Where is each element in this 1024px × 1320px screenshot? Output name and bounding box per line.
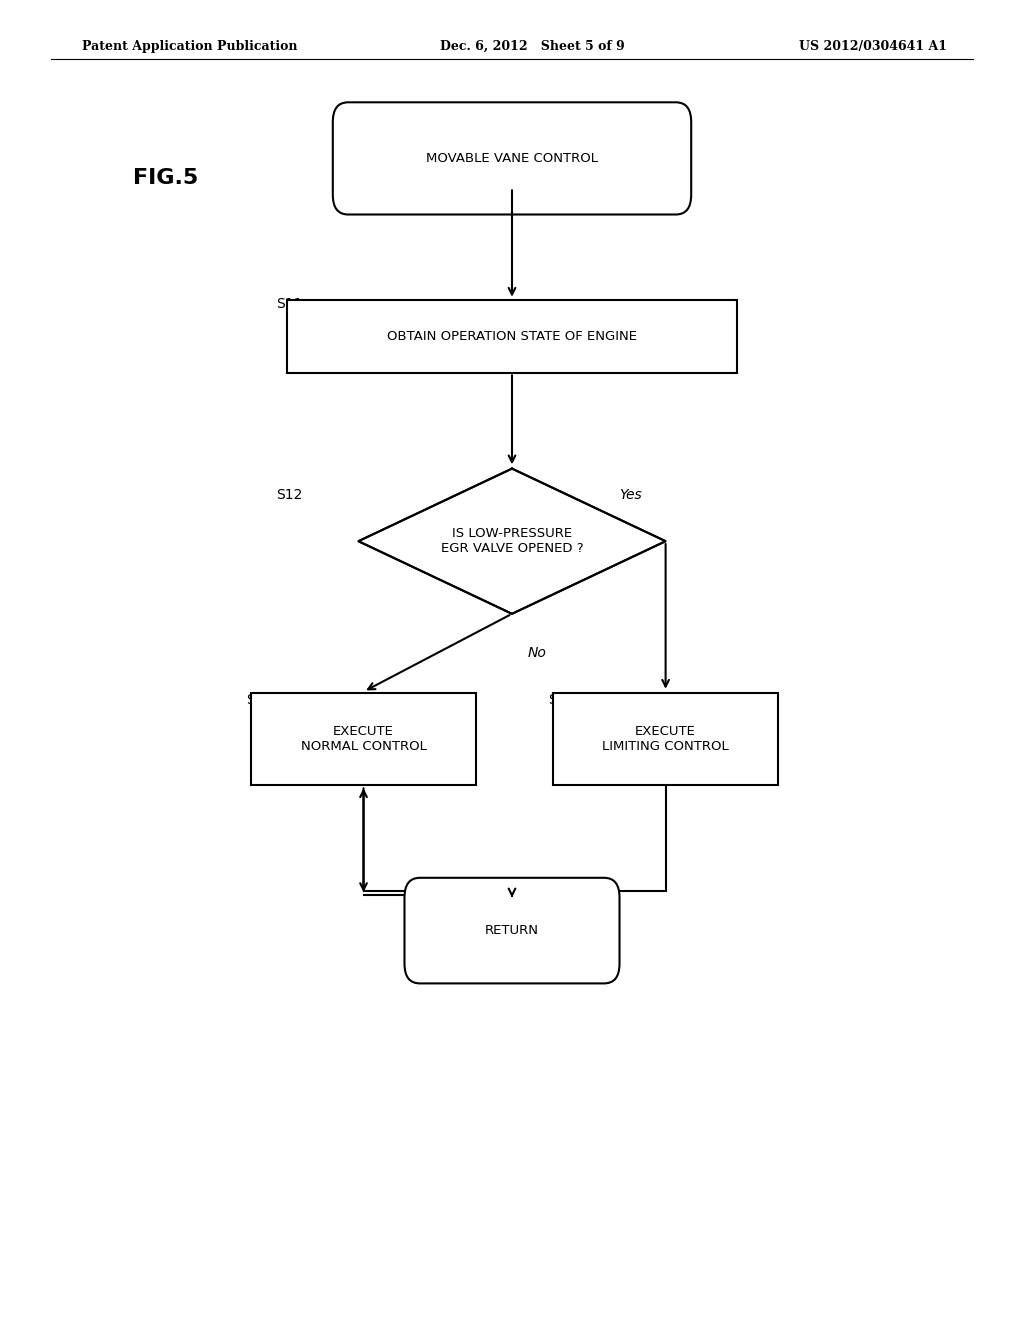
- Text: S11: S11: [276, 297, 303, 310]
- FancyBboxPatch shape: [333, 103, 691, 214]
- Text: Dec. 6, 2012   Sheet 5 of 9: Dec. 6, 2012 Sheet 5 of 9: [440, 40, 625, 53]
- Text: S12: S12: [276, 488, 303, 502]
- FancyBboxPatch shape: [553, 693, 778, 785]
- FancyBboxPatch shape: [251, 693, 476, 785]
- FancyBboxPatch shape: [404, 878, 620, 983]
- Text: RETURN: RETURN: [485, 924, 539, 937]
- Text: MOVABLE VANE CONTROL: MOVABLE VANE CONTROL: [426, 152, 598, 165]
- Text: No: No: [527, 647, 546, 660]
- Text: EXECUTE
LIMITING CONTROL: EXECUTE LIMITING CONTROL: [602, 725, 729, 754]
- Text: Patent Application Publication: Patent Application Publication: [82, 40, 297, 53]
- Text: IS LOW-PRESSURE
EGR VALVE OPENED ?: IS LOW-PRESSURE EGR VALVE OPENED ?: [440, 527, 584, 556]
- FancyBboxPatch shape: [287, 300, 737, 372]
- Text: S14: S14: [548, 693, 574, 706]
- Text: FIG.5: FIG.5: [133, 168, 199, 189]
- Text: S13: S13: [246, 693, 272, 706]
- Text: OBTAIN OPERATION STATE OF ENGINE: OBTAIN OPERATION STATE OF ENGINE: [387, 330, 637, 343]
- Text: Yes: Yes: [620, 488, 642, 502]
- Polygon shape: [358, 469, 666, 614]
- Text: EXECUTE
NORMAL CONTROL: EXECUTE NORMAL CONTROL: [301, 725, 426, 754]
- Text: US 2012/0304641 A1: US 2012/0304641 A1: [799, 40, 947, 53]
